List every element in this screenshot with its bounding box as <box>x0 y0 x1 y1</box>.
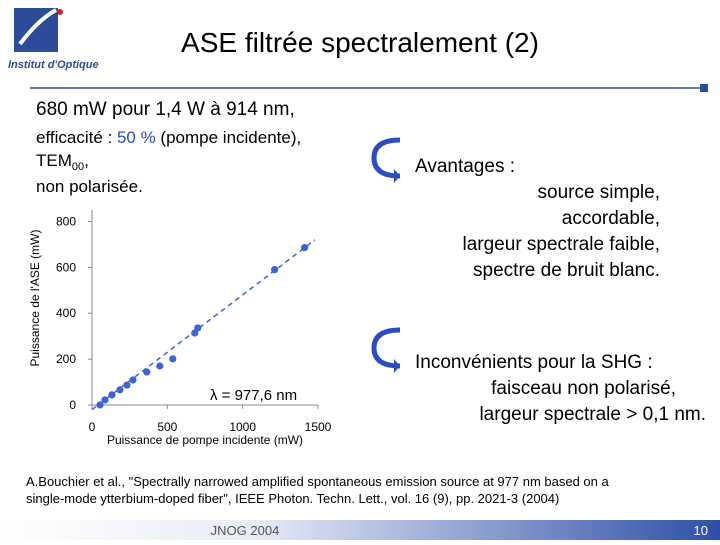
data-point <box>129 376 137 384</box>
advantage-item: largeur spectrale faible, <box>463 234 661 255</box>
bullet-efficiency: efficacité : 50 % (pompe incidente), <box>36 128 301 147</box>
footer-bar <box>0 520 720 540</box>
bullet-mode: TEM00, <box>36 151 89 173</box>
drawback-item: faisceau non polarisé, <box>491 378 676 399</box>
data-point <box>96 401 104 409</box>
drawbacks-heading: Inconvénients pour la SHG : <box>415 352 653 373</box>
y-tick-label: 200 <box>56 352 76 366</box>
x-tick-label: 1000 <box>229 420 256 434</box>
data-point <box>116 386 124 394</box>
logo-dot <box>57 9 63 15</box>
text: , <box>84 151 89 170</box>
reference-line: A.Bouchier et al., "Spectrally narrowed … <box>26 474 609 489</box>
x-axis-label: Puissance de pompe incidente (mW) <box>107 433 303 447</box>
rule-square <box>700 84 708 92</box>
text: (pompe incidente), <box>156 128 302 147</box>
y-tick-label: 800 <box>56 214 76 228</box>
data-point <box>169 355 177 363</box>
trend-line <box>91 239 316 411</box>
reference: A.Bouchier et al., "Spectrally narrowed … <box>26 474 609 506</box>
data-point <box>194 324 202 332</box>
logo-curve <box>18 8 57 46</box>
y-tick-label: 0 <box>69 398 76 412</box>
advantages-heading: Avantages : <box>415 156 515 177</box>
advantages: Avantages : source simple, accordable, larg… <box>415 156 660 281</box>
drawbacks: Inconvénients pour la SHG : faisceau non … <box>415 352 706 425</box>
arrow <box>371 137 401 179</box>
data-point <box>300 244 309 252</box>
logo: Institut d'Optique <box>8 8 99 71</box>
advantage-item: accordable, <box>562 208 660 229</box>
reference-line: single-mode ytterbium-doped fiber", IEEE… <box>26 491 559 506</box>
data-point <box>123 381 131 389</box>
subscript: 00 <box>72 161 84 173</box>
y-axis-label: Puissance de l'ASE (mW) <box>28 229 42 366</box>
data-point <box>143 368 151 376</box>
data-point <box>156 362 164 370</box>
arrow-head <box>394 359 400 373</box>
text: TEM <box>36 151 72 170</box>
slide-title: ASE filtrée spectralement (2) <box>181 27 539 58</box>
y-tick-label: 400 <box>56 306 76 320</box>
advantage-item: spectre de bruit blanc. <box>473 260 660 281</box>
page-number: 10 <box>694 523 708 538</box>
data-point <box>271 266 279 274</box>
efficiency-value: 50 % <box>117 128 156 147</box>
text: efficacité : <box>36 128 117 147</box>
footer-event: JNOG 2004 <box>211 523 280 538</box>
arrow <box>371 327 401 369</box>
logo-text: Institut d'Optique <box>8 59 99 71</box>
x-tick-label: 1500 <box>305 420 332 434</box>
bullet-polarization: non polarisée. <box>36 177 143 196</box>
data-point <box>101 396 109 404</box>
drawback-item: largeur spectrale > 0,1 nm. <box>479 404 706 425</box>
arrow-head <box>394 169 400 183</box>
data-point <box>108 391 116 399</box>
x-tick-label: 500 <box>157 420 177 434</box>
advantage-item: source simple, <box>538 182 661 203</box>
x-tick-label: 0 <box>89 420 96 434</box>
bullet-main: 680 mW pour 1,4 W à 914 nm, <box>36 99 295 120</box>
annotation: λ = 977,6 nm <box>210 387 297 404</box>
y-tick-label: 600 <box>56 260 76 274</box>
